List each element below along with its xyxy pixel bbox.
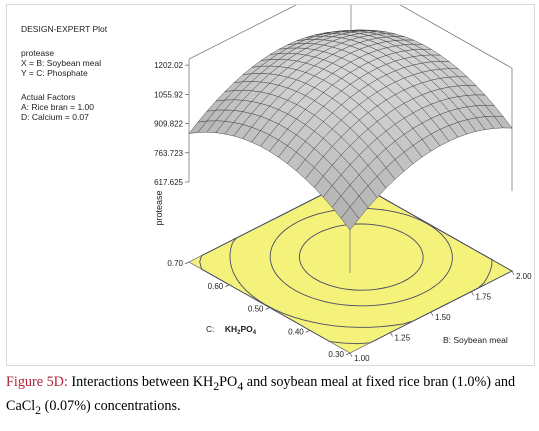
z-tick-label-4: 1202.02 — [154, 61, 183, 70]
x-tick-label-1: 1.25 — [395, 334, 411, 343]
plot-figure: 617.625 763.723 909.822 1055.92 1202.02 1.00 1… — [6, 4, 535, 366]
frame-top-edge-1 — [399, 5, 513, 69]
x-tick-0 — [349, 352, 353, 358]
z-tick-label-0: 617.625 — [154, 178, 183, 187]
factor-rice-bran: A: Rice bran = 1.00 — [21, 102, 95, 112]
surface-layer — [188, 29, 513, 231]
z-tick-label-3: 1055.92 — [154, 90, 183, 99]
plot-title: DESIGN-EXPERT Plot — [21, 24, 108, 34]
x-axis-label: B: Soybean meal — [443, 335, 508, 345]
y-tick-3 — [225, 284, 230, 288]
y-tick-label-4: 0.70 — [167, 259, 183, 268]
surface-plot: 617.625 763.723 909.822 1055.92 1202.02 1.00 1… — [154, 5, 532, 363]
factor-calcium: D: Calcium = 0.07 — [21, 112, 89, 122]
caption-text-1: Interactions between KH — [67, 374, 214, 390]
x-tick-label-0: 1.00 — [354, 354, 370, 363]
y-tick-label-3: 0.60 — [208, 282, 224, 291]
caption-text-2: PO — [219, 374, 238, 390]
z-axis-label: protease — [154, 190, 164, 225]
response-name: protease — [21, 48, 55, 58]
y-tick-label-0: 0.30 — [328, 350, 344, 359]
caption-text-4: (0.07%) concentrations. — [41, 397, 181, 414]
y-axis-mid: PO — [241, 324, 254, 334]
caption-sub-1: 2 — [213, 378, 220, 393]
y-axis-label: C: KH2PO4 — [206, 324, 257, 336]
y-tick-label-2: 0.50 — [248, 305, 264, 314]
x-tick-2 — [430, 311, 434, 317]
x-tick-label-3: 1.75 — [476, 293, 492, 302]
y-axis-prefix: C: — [206, 324, 215, 334]
x-tick-3 — [471, 291, 474, 296]
caption-sub-3: 2 — [35, 402, 42, 417]
y-axis-sub1: 2 — [237, 330, 241, 336]
z-tick-label-2: 909.822 — [154, 120, 183, 129]
x-tick-label-4: 2.00 — [516, 272, 532, 281]
x-tick-label-2: 1.50 — [435, 313, 451, 322]
y-tick-1 — [305, 329, 310, 333]
x-tick-1 — [390, 332, 393, 337]
caption-text-3: and soybean meal at fixed rice bran (1.0… — [6, 374, 516, 414]
y-definition: Y = C: Phosphate — [21, 68, 88, 78]
frame-top-edge-0 — [188, 5, 297, 60]
x-definition: X = B: Soybean meal — [21, 58, 102, 68]
actual-factors-title: Actual Factors — [21, 92, 76, 102]
caption-label: Figure 5D: — [6, 374, 68, 390]
y-tick-2 — [265, 307, 270, 310]
y-tick-label-1: 0.40 — [288, 327, 304, 336]
y-tick-4 — [184, 261, 190, 265]
y-axis-name: KH — [225, 324, 237, 334]
y-axis-sub2: 4 — [253, 330, 257, 336]
x-tick-4 — [511, 270, 515, 276]
y-tick-0 — [345, 352, 351, 356]
surface-cell — [493, 115, 513, 129]
ticks-layer: 617.625 763.723 909.822 1055.92 1202.02 1.00 1… — [154, 61, 532, 363]
z-tick-label-1: 763.723 — [154, 149, 183, 158]
caption-sub-2: 4 — [237, 378, 244, 393]
figure-caption: Figure 5D: Interactions between KH2PO4 a… — [6, 372, 533, 420]
